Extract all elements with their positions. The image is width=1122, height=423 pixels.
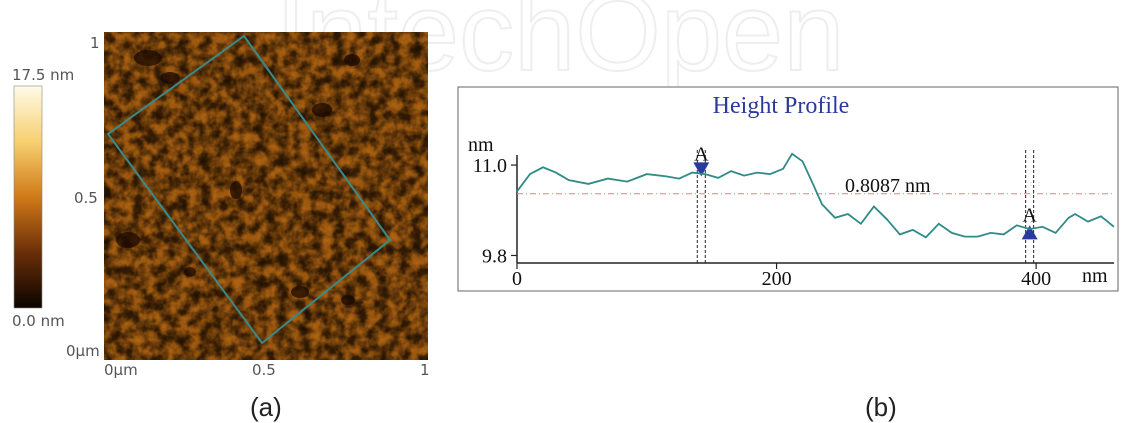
- afm-y-axis: 1 0.5 0μm: [66, 34, 100, 360]
- profile-title: Height Profile: [713, 93, 850, 119]
- profile-series-line: [516, 152, 1115, 239]
- cursor-label-1: A: [694, 143, 709, 165]
- profile-markers: AA: [693, 143, 1038, 263]
- profile-x-ticks: 0 200 400: [512, 263, 1051, 290]
- x-tick-label: 0: [512, 268, 522, 290]
- profile-x-unit: nm: [1082, 265, 1108, 287]
- colorbar-max-label: 17.5 nm: [12, 66, 74, 84]
- y-tick-label: 11.0: [473, 155, 507, 177]
- afm-x-tick-right: 1: [420, 361, 430, 379]
- colorbar: 17.5 nm 0.0 nm: [12, 66, 74, 330]
- y-tick-label: 9.8: [482, 245, 507, 267]
- profile-frame: [457, 86, 1119, 292]
- x-tick-label: 200: [762, 268, 792, 290]
- afm-scan-rectangle: [106, 34, 392, 345]
- afm-y-tick-bottom: 0μm: [66, 342, 100, 360]
- afm-y-tick-top: 1: [90, 34, 100, 52]
- caption-b: (b): [865, 392, 897, 422]
- cursor-label-2: A: [1022, 204, 1037, 226]
- profile-y-unit: nm: [468, 134, 494, 156]
- x-tick-label: 400: [1021, 268, 1051, 290]
- afm-x-axis: 0μm 0.5 1: [104, 361, 430, 379]
- afm-y-tick-mid: 0.5: [74, 189, 98, 207]
- caption-a: (a): [250, 392, 282, 422]
- colorbar-gradient: [13, 85, 43, 309]
- afm-image: [104, 32, 428, 360]
- cursor-marker-2: [1021, 225, 1038, 240]
- afm-x-tick-left: 0μm: [104, 361, 138, 379]
- profile-annotation: 0.8087 nm: [845, 175, 931, 197]
- colorbar-min-label: 0.0 nm: [12, 312, 65, 330]
- cursor-marker-1: [693, 162, 710, 177]
- afm-x-tick-mid: 0.5: [252, 361, 276, 379]
- profile-y-ticks: 11.0 9.8: [473, 155, 517, 267]
